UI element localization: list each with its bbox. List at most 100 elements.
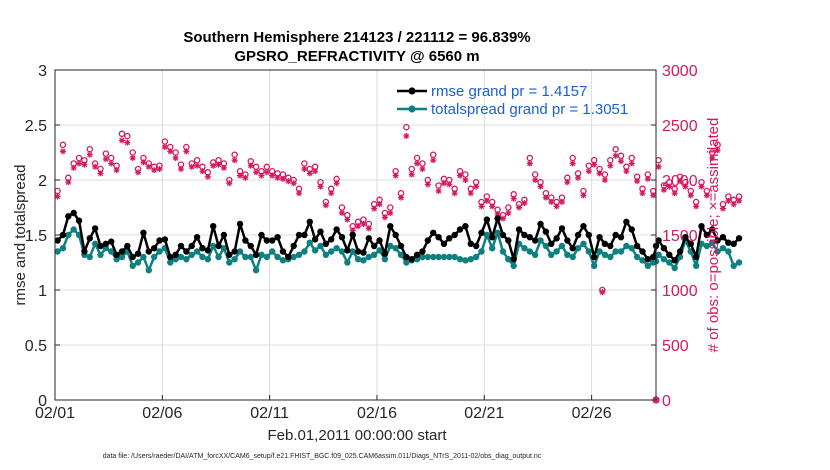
chart-title: Southern Hemisphere 214123 / 221112 = 96… <box>183 29 530 46</box>
obs-assimilated-point <box>92 163 99 170</box>
obs-assimilated-stroke <box>564 179 570 185</box>
obs-assimilated-stroke <box>307 170 313 177</box>
totalspread-point <box>242 253 249 261</box>
obs-assimilated-point <box>290 180 297 187</box>
obs-assimilated-stroke <box>532 177 538 183</box>
obs-assimilated-point <box>371 205 378 212</box>
obs-assimilated-point <box>70 164 77 171</box>
rmse-point <box>671 257 678 264</box>
obs-assimilated-point <box>199 168 206 175</box>
obs-assimilated-point <box>108 160 115 167</box>
rmse-point <box>574 231 582 239</box>
totalspread-point <box>537 237 544 244</box>
obs-assimilated-point <box>542 194 549 201</box>
totalspread-point <box>462 257 469 264</box>
obs-assimilated-stroke <box>599 289 605 295</box>
rmse-point <box>86 235 93 242</box>
obs-assimilated-stroke <box>634 178 640 184</box>
rmse-point <box>360 249 367 256</box>
obs-assimilated-point <box>671 190 678 197</box>
rmse-point <box>607 242 614 250</box>
rmse-point <box>247 242 254 250</box>
x-tick-label: 02/11 <box>250 405 289 422</box>
rmse-point <box>542 228 550 235</box>
obs-assimilated-stroke <box>103 156 109 162</box>
series-area <box>54 123 743 404</box>
obs-possible-point <box>403 123 410 131</box>
obs-assimilated-stroke <box>693 203 699 210</box>
obs-assimilated-point <box>532 177 539 183</box>
totalspread-point <box>714 248 721 255</box>
legend-spread-label: totalspread grand pr = 1.3051 <box>431 101 628 118</box>
obs-assimilated-point <box>285 178 292 185</box>
obs-assimilated-stroke <box>242 175 249 181</box>
rmse-point <box>263 237 271 244</box>
totalspread-point <box>113 256 120 263</box>
obs-assimilated-point <box>183 148 190 155</box>
rmse-point <box>124 242 131 250</box>
obs-assimilated-point <box>703 192 710 199</box>
totalspread-point <box>403 259 410 266</box>
totalspread-point <box>730 262 737 269</box>
obs-assimilated-stroke <box>629 160 635 167</box>
obs-assimilated-stroke <box>527 160 533 167</box>
obs-assimilated-point <box>387 210 394 216</box>
totalspread-point <box>295 251 303 258</box>
y-axis-label-right: # of obs: o=possible; ×=assimilated <box>705 118 722 353</box>
obs-assimilated-stroke <box>548 199 554 205</box>
totalspread-point <box>451 253 458 261</box>
obs-assimilated-point <box>730 201 737 208</box>
totalspread-point <box>709 239 716 246</box>
totalspread-point <box>102 245 110 252</box>
obs-assimilated-point <box>237 172 244 179</box>
obs-assimilated-point <box>516 204 523 211</box>
obs-assimilated-stroke <box>360 221 367 227</box>
rmse-point <box>413 251 421 258</box>
obs-assimilated-point <box>220 164 227 171</box>
totalspread-point <box>54 248 61 255</box>
obs-assimilated-point <box>226 180 233 187</box>
rmse-point <box>306 218 313 225</box>
obs-assimilated-stroke <box>210 163 216 169</box>
totalspread-point <box>376 247 383 254</box>
obs-assimilated-stroke <box>591 161 597 168</box>
obs-assimilated-stroke <box>457 172 463 179</box>
obs-assimilated-point <box>682 183 689 190</box>
obs-assimilated-stroke <box>575 175 581 181</box>
obs-assimilated-point <box>279 175 286 182</box>
totalspread-point <box>322 251 330 258</box>
y-axis-label-left: rmse and totalspread <box>12 165 29 306</box>
rmse-point <box>344 247 351 254</box>
rmse-point <box>311 236 319 243</box>
rmse-point <box>531 237 539 244</box>
rmse-point <box>328 236 335 243</box>
obs-assimilated-stroke <box>124 139 130 146</box>
obs-assimilated-point <box>537 183 544 190</box>
obs-assimilated-stroke <box>666 183 672 190</box>
rmse-point <box>161 236 169 243</box>
obs-possible-point <box>655 156 662 164</box>
rmse-point <box>172 251 179 258</box>
totalspread-point <box>381 256 389 263</box>
rmse-point <box>349 231 356 239</box>
totalspread-point <box>574 245 582 252</box>
obs-assimilated-point <box>494 211 501 218</box>
rmse-point <box>333 226 340 233</box>
obs-assimilated-stroke <box>81 161 88 168</box>
obs-assimilated-point <box>660 186 667 193</box>
totalspread-point <box>91 240 99 247</box>
totalspread-point <box>472 253 480 261</box>
rmse-point <box>628 226 635 233</box>
obs-assimilated-stroke <box>65 179 71 185</box>
obs-assimilated-point <box>328 190 335 197</box>
obs-assimilated-point <box>596 170 603 177</box>
totalspread-point <box>489 245 496 252</box>
obs-assimilated-point <box>161 144 168 150</box>
totalspread-point <box>483 231 491 239</box>
obs-assimilated-point <box>188 163 195 170</box>
totalspread-point <box>220 245 228 252</box>
totalspread-point <box>467 256 474 263</box>
obs-assimilated-point <box>145 163 152 170</box>
obs-assimilated-point <box>177 166 184 172</box>
obs-assimilated-point <box>687 192 694 199</box>
